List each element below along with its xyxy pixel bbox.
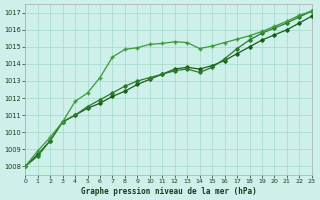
X-axis label: Graphe pression niveau de la mer (hPa): Graphe pression niveau de la mer (hPa) bbox=[81, 187, 256, 196]
